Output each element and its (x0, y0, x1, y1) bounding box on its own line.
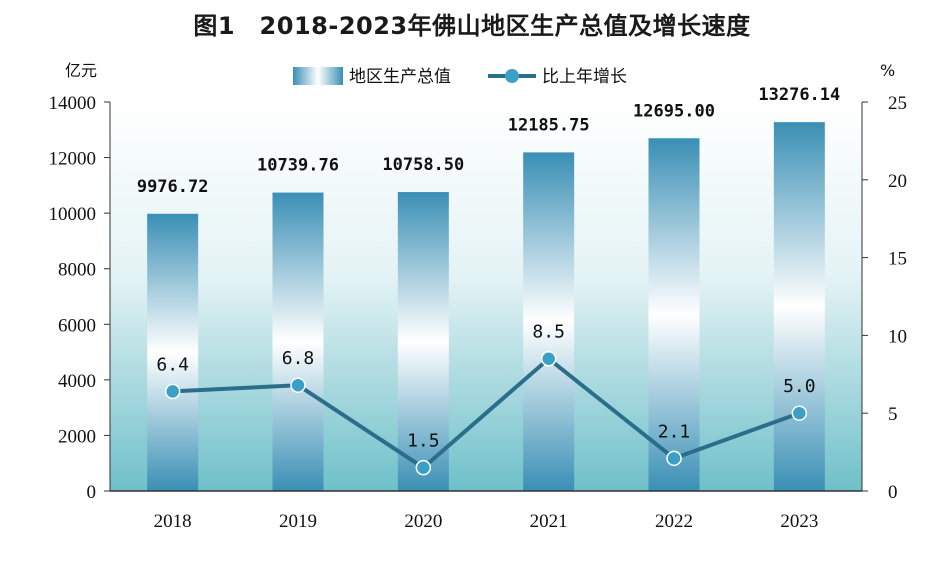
y-axis-right-tick-label: 15 (888, 249, 907, 270)
x-axis-tick-label: 2023 (780, 511, 818, 532)
y-axis-right-tick-label: 10 (888, 326, 907, 347)
y-axis-left-tick-label: 4000 (58, 371, 96, 392)
bar-value-label: 10739.76 (257, 156, 339, 176)
bar (272, 192, 324, 491)
y-axis-right-tick-label: 5 (888, 404, 898, 425)
y-axis-left-tick-label: 14000 (49, 93, 97, 114)
line-point (791, 405, 808, 421)
bar (648, 138, 700, 491)
legend-line-label: 比上年增长 (542, 67, 627, 87)
y-axis-left-tick-label: 10000 (49, 204, 97, 225)
bar (397, 192, 449, 492)
line-value-label: 5.0 (783, 376, 816, 397)
line-point (540, 350, 557, 367)
bar (523, 152, 575, 492)
y-axis-left-ticks: 0 2000 4000 6000 8000 10000 12000 14000 (49, 93, 110, 503)
legend-line-marker (505, 69, 519, 83)
x-axis-tick-label: 2018 (154, 511, 192, 532)
legend: 地区生产总值 比上年增长 (293, 67, 627, 87)
plot-background (110, 102, 862, 491)
y-axis-right-unit: % (880, 61, 895, 80)
line-value-label: 2.1 (658, 421, 691, 442)
x-axis-tick-label: 2022 (655, 511, 693, 532)
bar-value-label: 10758.50 (382, 155, 464, 175)
bar-value-label: 9976.72 (137, 177, 209, 197)
growth-line (172, 356, 801, 470)
line-point (164, 383, 181, 400)
line-point (415, 459, 432, 476)
y-axis-left-tick-label: 6000 (58, 315, 96, 336)
y-axis-left-unit: 亿元 (65, 61, 97, 80)
y-axis-left-tick-label: 0 (87, 482, 97, 503)
x-axis-ticks: 2018 2019 2020 2021 2022 2023 (154, 511, 819, 532)
x-axis-tick-label: 2020 (404, 511, 442, 532)
y-axis-right-ticks: 0 5 10 15 20 25 (862, 93, 907, 503)
y-axis-right-tick-label: 20 (888, 171, 907, 192)
y-axis-right-tick-label: 25 (888, 93, 907, 114)
y-axis-left-tick-label: 12000 (49, 149, 97, 170)
bar-value-label: 12185.75 (508, 115, 590, 135)
legend-bar-label: 地区生产总值 (349, 67, 451, 87)
line-value-label: 8.5 (532, 322, 565, 343)
bar (147, 213, 199, 491)
y-axis-left-tick-label: 8000 (58, 260, 96, 281)
line-series (164, 350, 808, 476)
x-axis-tick-label: 2021 (530, 511, 568, 532)
y-axis-left-tick-label: 2000 (58, 426, 96, 447)
bar (773, 122, 825, 491)
line-value-label: 6.8 (282, 348, 315, 369)
line-point (290, 377, 306, 393)
legend-bar-swatch (293, 67, 343, 85)
line-value-label: 6.4 (156, 354, 189, 375)
line-value-label: 1.5 (407, 431, 440, 452)
bar-value-labels: 9976.72 10739.76 10758.50 12185.75 12695.00 1… (137, 85, 840, 197)
bar-value-label: 12695.00 (633, 101, 715, 121)
x-axis-tick-label: 2019 (279, 511, 317, 532)
line-value-labels: 6.4 6.8 1.5 8.5 2.1 5.0 (156, 322, 815, 452)
bar-value-label: 13276.14 (758, 85, 840, 105)
chart-title: 图1 2018-2023年佛山地区生产总值及增长速度 (193, 12, 751, 40)
line-point (666, 450, 682, 467)
bar-series (147, 122, 825, 492)
y-axis-right-tick-label: 0 (888, 482, 898, 503)
